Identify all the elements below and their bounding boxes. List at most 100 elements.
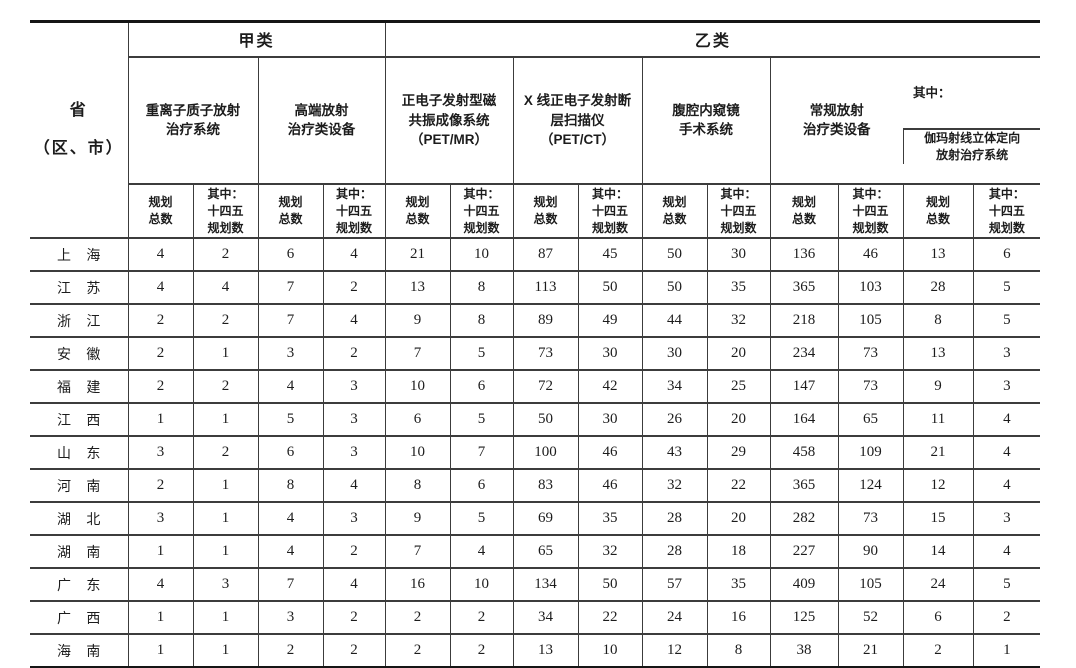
value-cell: 6: [972, 237, 1041, 273]
province-label: 广东: [57, 578, 101, 594]
value-cell: 13: [512, 633, 579, 668]
value-cell: 1: [192, 501, 259, 537]
value-cell: 4: [972, 468, 1041, 504]
value-cell: 6: [449, 369, 514, 405]
province-cell: 江苏: [30, 270, 129, 306]
group-header-endoscope-surgery: 腹腔内窥镜 手术系统: [641, 55, 771, 186]
value-cell: 11: [902, 402, 974, 438]
subheader-total: 规划 总数: [902, 183, 974, 240]
value-cell: 103: [837, 270, 904, 306]
group-header-pet-ct: X 线正电子发射断 层扫描仪 （PET/CT）: [512, 55, 643, 186]
value-cell: 365: [769, 468, 839, 504]
subheader-plan: 其中： 十四五 规划数: [192, 183, 259, 240]
value-cell: 10: [384, 435, 451, 471]
province-cell: 河南: [30, 468, 129, 504]
province-label: 江苏: [57, 281, 101, 297]
value-cell: 3: [127, 501, 194, 537]
value-cell: 1: [192, 468, 259, 504]
subheader-total: 规划 总数: [257, 183, 324, 240]
value-cell: 1: [192, 336, 259, 372]
value-cell: 5: [972, 270, 1041, 306]
value-cell: 4: [127, 567, 194, 603]
value-cell: 30: [706, 237, 771, 273]
subheader-total: 规划 总数: [641, 183, 708, 240]
table-row: 湖北 3 1 4 3 9 5 69 35 28 20 282 73 15 3: [30, 501, 1041, 537]
value-cell: 52: [837, 600, 904, 636]
value-cell: 105: [837, 567, 904, 603]
value-cell: 89: [512, 303, 579, 339]
value-cell: 4: [322, 567, 386, 603]
subheader-plan: 其中： 十四五 规划数: [837, 183, 904, 240]
value-cell: 65: [837, 402, 904, 438]
value-cell: 365: [769, 270, 839, 306]
value-cell: 21: [837, 633, 904, 668]
value-cell: 16: [384, 567, 451, 603]
value-cell: 73: [837, 369, 904, 405]
value-cell: 35: [706, 270, 771, 306]
table-row: 山东 3 2 6 3 10 7 100 46 43 29 458 109 21 4: [30, 435, 1041, 471]
value-cell: 4: [322, 237, 386, 273]
value-cell: 5: [449, 336, 514, 372]
value-cell: 43: [641, 435, 708, 471]
value-cell: 2: [127, 468, 194, 504]
group-header-gamma-knife: 其中： 伽玛射线立体定向 放射治疗系统: [903, 55, 1041, 186]
province-column-header: 省 （区、市）: [30, 20, 129, 240]
value-cell: 42: [577, 369, 643, 405]
table-row: 湖南 1 1 4 2 7 4 65 32 28 18 227 90 14 4: [30, 534, 1041, 570]
province-cell: 湖北: [30, 501, 129, 537]
value-cell: 3: [127, 435, 194, 471]
table-row: 江西 1 1 5 3 6 5 50 30 26 20 164 65 11 4: [30, 402, 1041, 438]
value-cell: 458: [769, 435, 839, 471]
province-cell: 山东: [30, 435, 129, 471]
value-cell: 12: [641, 633, 708, 668]
value-cell: 124: [837, 468, 904, 504]
value-cell: 6: [257, 237, 324, 273]
value-cell: 2: [192, 237, 259, 273]
value-cell: 50: [641, 237, 708, 273]
value-cell: 5: [972, 567, 1041, 603]
value-cell: 147: [769, 369, 839, 405]
subheader-total: 规划 总数: [769, 183, 839, 240]
value-cell: 113: [512, 270, 579, 306]
subheader-plan: 其中： 十四五 规划数: [577, 183, 643, 240]
province-cell: 上海: [30, 237, 129, 273]
value-cell: 2: [322, 270, 386, 306]
value-cell: 46: [577, 468, 643, 504]
subheader-total: 规划 总数: [128, 183, 194, 240]
province-cell: 海南: [30, 633, 129, 668]
province-cell: 福建: [30, 369, 129, 405]
value-cell: 45: [577, 237, 643, 273]
province-cell: 广东: [30, 567, 129, 603]
value-cell: 4: [972, 435, 1041, 471]
value-cell: 57: [641, 567, 708, 603]
document-page: { "colors": { "background": "#ffffff", "…: [30, 20, 1041, 668]
value-cell: 46: [837, 237, 904, 273]
value-cell: 1: [192, 402, 259, 438]
value-cell: 9: [384, 501, 451, 537]
value-cell: 3: [257, 336, 324, 372]
value-cell: 35: [706, 567, 771, 603]
group-header-pet-mr: 正电子发射型磁 共振成像系统 （PET/MR）: [384, 55, 514, 186]
equipment-planning-table: 省 （区、市） 甲类 乙类 重离子质子放射 治疗系统 高端放射 治疗类设备 正电…: [30, 20, 1041, 668]
value-cell: 7: [384, 534, 451, 570]
value-cell: 50: [641, 270, 708, 306]
table-row: 浙江 2 2 7 4 9 8 89 49 44 32 218 105 8 5: [30, 303, 1041, 339]
province-label: 浙江: [57, 314, 101, 330]
province-cell: 浙江: [30, 303, 129, 339]
subheader-plan: 其中： 十四五 规划数: [322, 183, 386, 240]
value-cell: 2: [192, 303, 259, 339]
value-cell: 49: [577, 303, 643, 339]
value-cell: 125: [769, 600, 839, 636]
value-cell: 28: [641, 501, 708, 537]
value-cell: 13: [384, 270, 451, 306]
value-cell: 1: [192, 534, 259, 570]
value-cell: 21: [384, 237, 451, 273]
value-cell: 73: [837, 501, 904, 537]
value-cell: 65: [512, 534, 579, 570]
value-cell: 100: [512, 435, 579, 471]
group-header-gamma-prefix: 其中：: [913, 85, 951, 100]
value-cell: 282: [769, 501, 839, 537]
equipment-planning-table-wrap: 省 （区、市） 甲类 乙类 重离子质子放射 治疗系统 高端放射 治疗类设备 正电…: [30, 20, 1041, 668]
value-cell: 1: [127, 600, 194, 636]
value-cell: 2: [384, 633, 451, 668]
